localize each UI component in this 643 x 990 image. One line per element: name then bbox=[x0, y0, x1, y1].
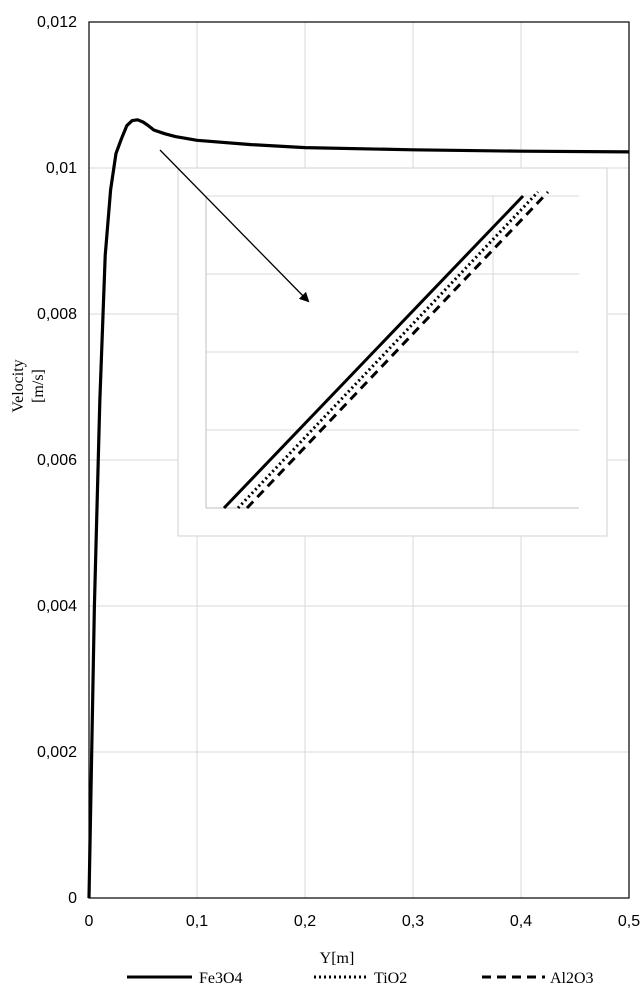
x-tick-label: 0 bbox=[85, 913, 94, 930]
y-tick-label: 0,012 bbox=[37, 14, 77, 31]
x-axis-title: Y[m] bbox=[320, 950, 355, 967]
x-tick-labels: 0 0,1 0,2 0,3 0,4 0,5 bbox=[85, 913, 641, 930]
zoom-inset bbox=[177, 167, 608, 537]
y-axis-title-line1: Velocity bbox=[10, 359, 27, 412]
x-tick-label: 0,2 bbox=[294, 913, 316, 930]
legend-label-tio2: TiO2 bbox=[374, 970, 407, 987]
series-layer bbox=[87, 118, 630, 899]
y-tick-label: 0 bbox=[68, 890, 77, 907]
legend-label-fe3o4: Fe3O4 bbox=[199, 970, 243, 987]
y-tick-label: 0,01 bbox=[46, 160, 77, 177]
y-tick-label: 0,006 bbox=[37, 452, 77, 469]
plot-border bbox=[88, 21, 630, 899]
y-tick-label: 0,008 bbox=[37, 306, 77, 323]
inset-line-al2o3 bbox=[245, 190, 550, 510]
plot-area bbox=[88, 21, 630, 899]
y-tick-labels: 0 0,002 0,004 0,006 0,008 0,01 0,012 bbox=[37, 14, 77, 907]
x-tick-label: 0,4 bbox=[510, 913, 532, 930]
legend-label-al2o3: Al2O3 bbox=[550, 970, 594, 987]
y-axis-title-line2: [m/s] bbox=[30, 369, 47, 403]
x-tick-label: 0,1 bbox=[186, 913, 208, 930]
zoom-arrow-line bbox=[159, 149, 310, 303]
inset-line-fe3o4 bbox=[222, 194, 525, 510]
zoom-arrow bbox=[159, 149, 310, 303]
x-tick-label: 0,3 bbox=[402, 913, 424, 930]
legend: Fe3O4 TiO2 Al2O3 bbox=[127, 970, 594, 987]
y-tick-label: 0,002 bbox=[37, 744, 77, 761]
series-line-fe3o4 bbox=[87, 118, 630, 899]
y-tick-label: 0,004 bbox=[37, 598, 77, 615]
x-tick-label: 0,5 bbox=[618, 913, 640, 930]
